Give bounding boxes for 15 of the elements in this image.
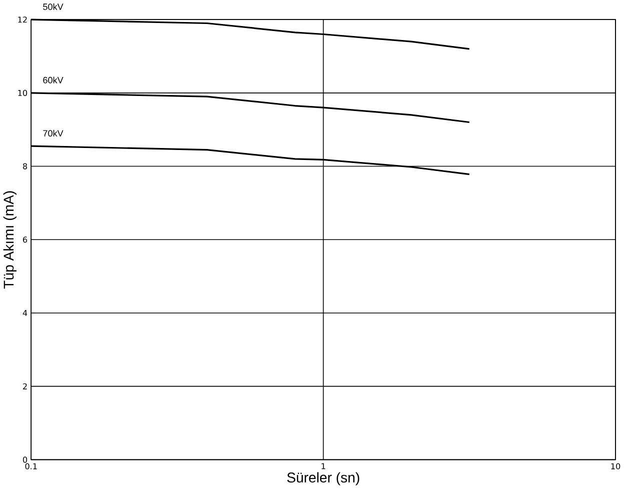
y-tick-label: 2 [23, 384, 27, 390]
y-tick-label: 12 [18, 16, 27, 23]
y-tick-label: 6 [23, 236, 28, 243]
series-label: 70kV [43, 130, 64, 137]
series-label: 60kV [43, 76, 64, 84]
y-tick-label: 4 [22, 310, 28, 316]
series-label: 50kV [43, 4, 64, 10]
y-tick-label: 10 [18, 90, 28, 96]
y-axis-title: Tüp Akımı (mA) [3, 191, 16, 289]
x-tick-label: 1 [322, 463, 326, 470]
x-axis-title: Süreler (sn) [287, 472, 360, 486]
y-tick-label: 0 [22, 456, 28, 463]
y-tick-label: 8 [23, 163, 28, 170]
x-tick-label: 10 [611, 463, 620, 470]
x-tick-label: 0.1 [25, 463, 37, 470]
